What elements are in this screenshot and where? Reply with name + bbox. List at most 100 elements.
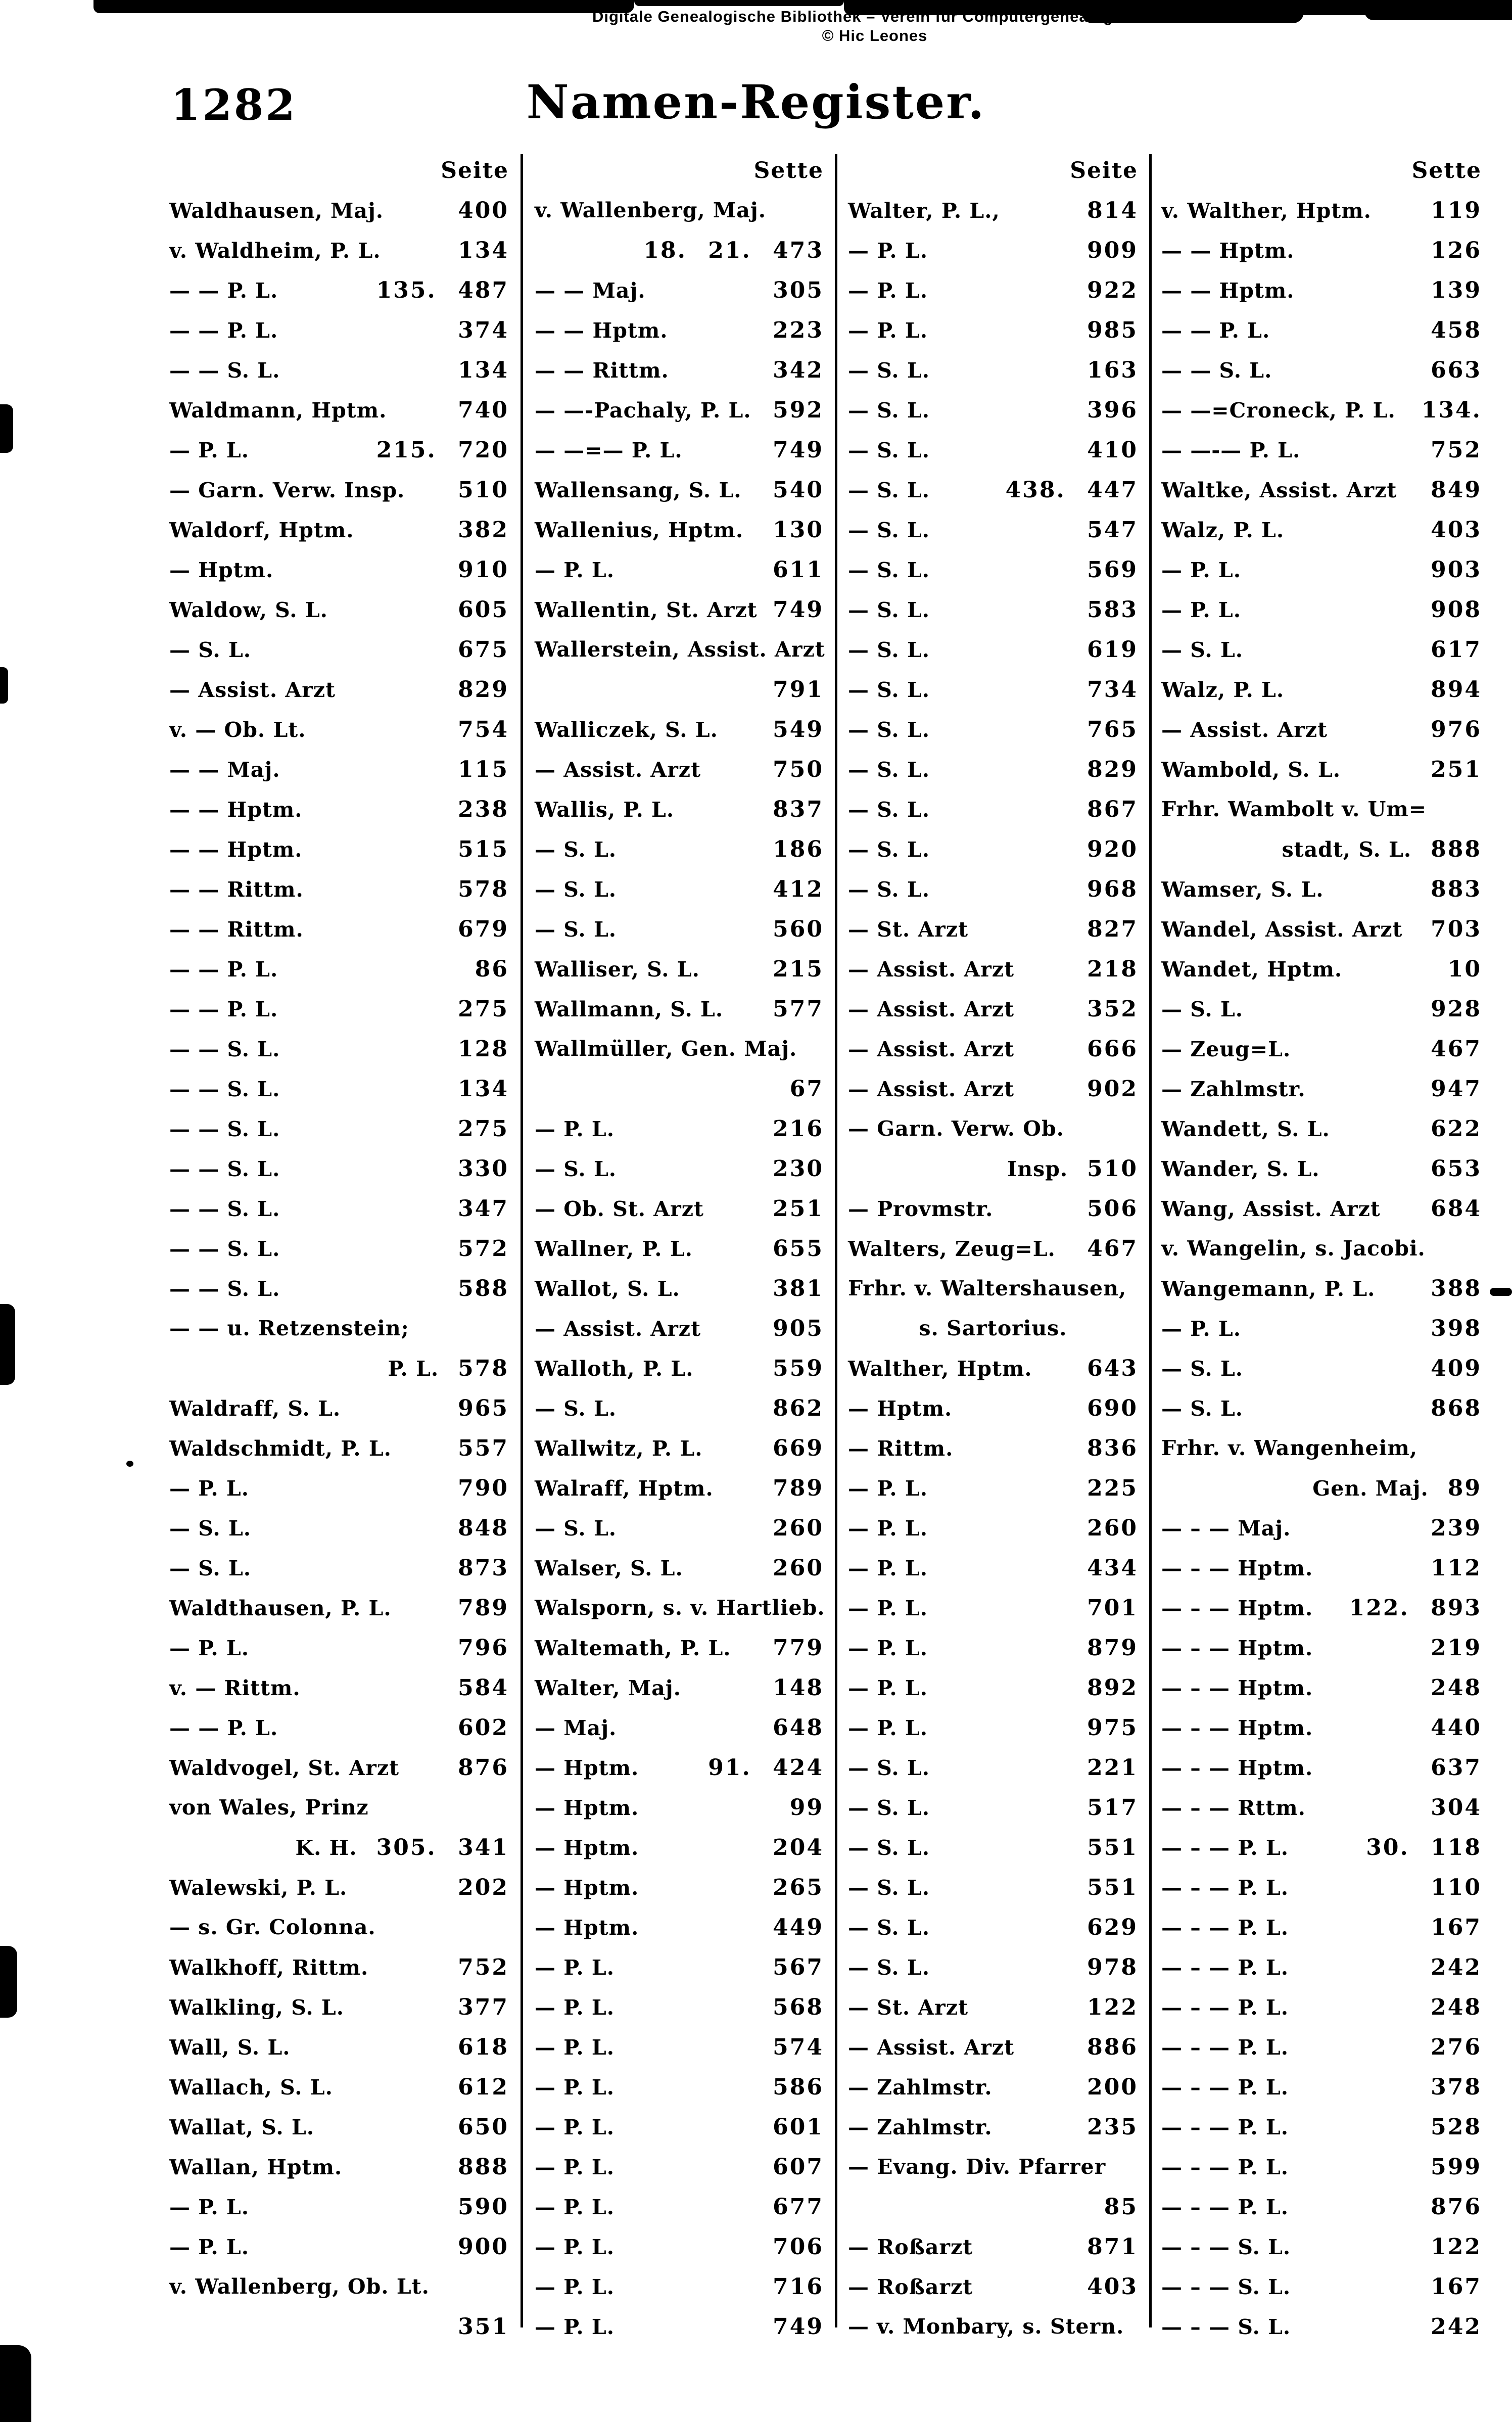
register-row: — P. L. 574 bbox=[535, 2027, 824, 2067]
entry-text: — Garn. Verw. Insp. bbox=[169, 478, 405, 502]
register-row: — Assist. Arzt 829 bbox=[169, 670, 509, 710]
entry-pages: 716 bbox=[773, 2274, 824, 2300]
register-row: — P. L. 434 bbox=[848, 1548, 1138, 1588]
entry-text: v. — Ob. Lt. bbox=[169, 718, 306, 742]
register-row: — St. Arzt 827 bbox=[848, 909, 1138, 949]
entry-pages: 528 bbox=[1431, 2114, 1482, 2140]
entry-text: — Roßarzt bbox=[848, 2235, 973, 2259]
entry-pages: 381 bbox=[773, 1276, 824, 1301]
entry-text: — — Hptm. bbox=[1161, 278, 1295, 303]
register-row: Waldow, S. L. 605 bbox=[169, 590, 509, 630]
entry-pages: 449 bbox=[773, 1915, 824, 1940]
entry-pages: 790 bbox=[458, 1475, 509, 1501]
register-row: — — P. L. 458 bbox=[1161, 310, 1482, 350]
entry-pages: 223 bbox=[773, 317, 824, 343]
page-title: Namen-Register. bbox=[526, 75, 986, 129]
entry-text: — P. L. bbox=[848, 1676, 928, 1700]
entry-pages: 304 bbox=[1431, 1795, 1482, 1821]
register-row: — – — S. L. 167 bbox=[1161, 2267, 1482, 2307]
register-row: — S. L. 968 bbox=[848, 869, 1138, 909]
watermark-line1: Digitale Genealogische Bibliothek – Vere… bbox=[592, 8, 1158, 25]
column-divider bbox=[1149, 154, 1152, 2327]
entry-text: — P. L. bbox=[1161, 1317, 1241, 1341]
register-row: — Ob. St. Arzt 251 bbox=[535, 1189, 824, 1229]
register-row: — – — P. L. 599 bbox=[1161, 2147, 1482, 2187]
seite-label: Seite bbox=[1070, 158, 1138, 183]
entry-pages: 551 bbox=[1087, 1835, 1138, 1860]
entry-text: — P. L. bbox=[848, 1476, 928, 1501]
entry-pages: 578 bbox=[458, 1356, 509, 1381]
register-row: Frhr. v. Waltershausen, bbox=[848, 1269, 1138, 1309]
entry-pages: 540 bbox=[773, 477, 824, 503]
entry-text: — P. L. bbox=[848, 318, 928, 343]
register-row: — – — S. L. 242 bbox=[1161, 2307, 1482, 2347]
register-row: — — Hptm. 139 bbox=[1161, 270, 1482, 310]
entry-text: — – — S. L. bbox=[1161, 2315, 1291, 2339]
register-row: Waldthausen, P. L. 789 bbox=[169, 1588, 509, 1628]
entry-text: v. Waldheim, P. L. bbox=[169, 239, 381, 263]
ink-smudge-corner bbox=[0, 2345, 31, 2422]
entry-pages: 148 bbox=[773, 1675, 824, 1701]
register-row: — Provmstr. 506 bbox=[848, 1189, 1138, 1229]
entry-pages: 599 bbox=[1431, 2154, 1482, 2180]
entry-pages: 905 bbox=[773, 1316, 824, 1341]
entry-pages: 218 bbox=[1087, 956, 1138, 982]
ink-smudge-right bbox=[1490, 1288, 1512, 1296]
entry-pages: 30. 118 bbox=[1366, 1835, 1482, 1860]
entry-text: — Hptm. bbox=[535, 1796, 639, 1820]
register-row: Wandett, S. L. 622 bbox=[1161, 1109, 1482, 1149]
register-row: v. Wangelin, s. Jacobi. bbox=[1161, 1229, 1482, 1269]
entry-text: — St. Arzt bbox=[848, 1995, 969, 2020]
entry-text: Walkhoff, Rittm. bbox=[169, 1955, 369, 1980]
entry-pages: 574 bbox=[773, 2034, 824, 2060]
register-row: — S. L. 920 bbox=[848, 829, 1138, 869]
register-row: — — P. L. 86 bbox=[169, 949, 509, 989]
register-row: — — S. L. 588 bbox=[169, 1269, 509, 1309]
entry-text: Insp. bbox=[1007, 1157, 1068, 1181]
entry-text: Wamser, S. L. bbox=[1161, 877, 1324, 902]
entry-text: — Assist. Arzt bbox=[848, 2035, 1015, 2060]
entry-pages: 701 bbox=[1087, 1595, 1138, 1621]
entry-pages: 517 bbox=[1087, 1795, 1138, 1821]
entry-text: — —-— P. L. bbox=[1161, 438, 1301, 462]
register-row: — – — P. L. 242 bbox=[1161, 1947, 1482, 1987]
register-row: — v. Monbary, s. Stern. bbox=[848, 2307, 1138, 2347]
register-row: — Garn. Verw. Ob. bbox=[848, 1109, 1138, 1149]
entry-pages: 557 bbox=[458, 1435, 509, 1461]
entry-pages: 215. 720 bbox=[376, 437, 509, 463]
entry-pages: 382 bbox=[458, 517, 509, 543]
entry-text: Walter, P. L., bbox=[848, 199, 1000, 223]
register-row: Wallensang, S. L. 540 bbox=[535, 470, 824, 510]
entry-pages: 653 bbox=[1431, 1156, 1482, 1182]
entry-text: — Zahlmstr. bbox=[848, 2075, 993, 2100]
entry-text: s. Sartorius. bbox=[919, 1316, 1067, 1340]
entry-text: — Assist. Arzt bbox=[848, 957, 1015, 982]
register-row: — S. L. 675 bbox=[169, 630, 509, 670]
register-row: — — S. L. 347 bbox=[169, 1189, 509, 1229]
entry-text: — — P. L. bbox=[169, 997, 278, 1021]
entry-pages: 89 bbox=[1447, 1475, 1482, 1501]
seite-column-header: Sette bbox=[1161, 151, 1482, 191]
register-row: Walser, S. L. 260 bbox=[535, 1548, 824, 1588]
entry-pages: 637 bbox=[1431, 1755, 1482, 1781]
entry-text: — — Rittm. bbox=[169, 917, 304, 942]
entry-text: — Zahlmstr. bbox=[848, 2115, 993, 2139]
register-row: — — Rittm. 342 bbox=[535, 350, 824, 390]
register-row: — — Maj. 115 bbox=[169, 750, 509, 789]
register-row: — Assist. Arzt 902 bbox=[848, 1069, 1138, 1109]
entry-pages: 275 bbox=[458, 996, 509, 1022]
entry-text: — —=Croneck, P. L. bbox=[1161, 398, 1396, 423]
entry-text: Frhr. v. Waltershausen, bbox=[848, 1276, 1127, 1300]
register-row: Insp. 510 bbox=[848, 1149, 1138, 1189]
entry-text: — — S. L. bbox=[169, 358, 280, 383]
register-row: Waldmann, Hptm. 740 bbox=[169, 390, 509, 430]
entry-pages: 251 bbox=[1431, 757, 1482, 782]
register-column-3: Seite Walter, P. L., 814 — P. L. 909 — P. L. 9… bbox=[848, 151, 1138, 2347]
register-row: — Zahlmstr. 235 bbox=[848, 2107, 1138, 2147]
entry-pages: 867 bbox=[1087, 797, 1138, 822]
entry-pages: 663 bbox=[1431, 357, 1482, 383]
entry-pages: 734 bbox=[1087, 677, 1138, 703]
entry-pages: 602 bbox=[458, 1715, 509, 1741]
register-row: — S. L. 619 bbox=[848, 630, 1138, 670]
register-row: — – — Hptm. 122. 893 bbox=[1161, 1588, 1482, 1628]
